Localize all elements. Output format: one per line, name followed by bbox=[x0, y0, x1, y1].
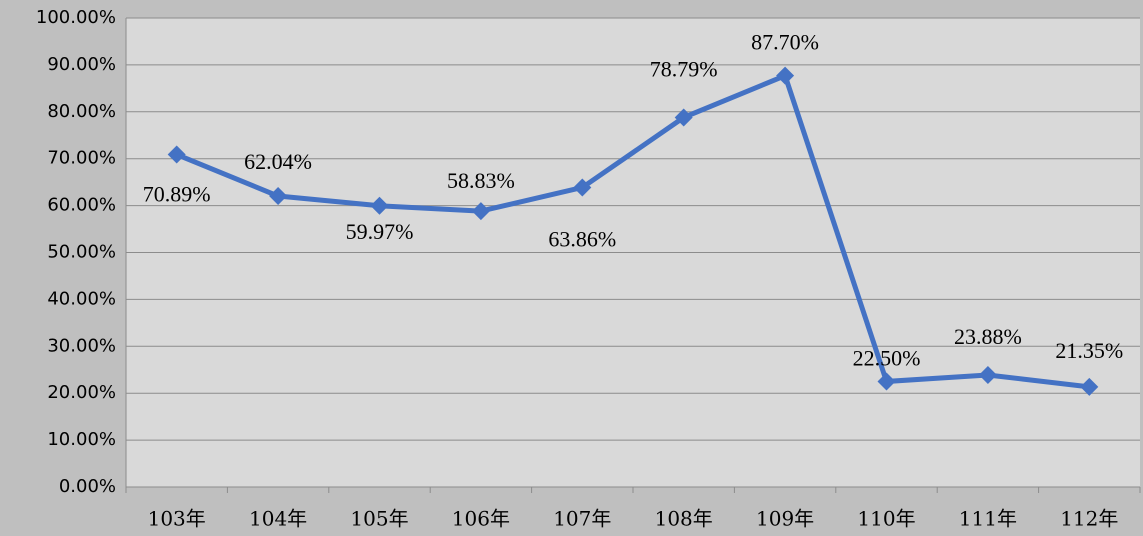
point-marker bbox=[877, 372, 896, 391]
x-tick-label: 111年 bbox=[959, 507, 1017, 531]
point-marker bbox=[978, 366, 997, 385]
series-line bbox=[175, 73, 1090, 390]
y-tick-label: 50.00% bbox=[47, 242, 116, 263]
data-label: 70.89% bbox=[143, 182, 211, 207]
point-marker bbox=[370, 196, 389, 215]
data-label: 21.35% bbox=[1055, 338, 1123, 363]
data-label: 62.04% bbox=[244, 149, 312, 174]
x-tick-label: 103年 bbox=[148, 507, 206, 531]
point-marker bbox=[573, 178, 592, 197]
data-label: 23.88% bbox=[954, 324, 1022, 349]
y-tick-label: 20.00% bbox=[47, 382, 116, 403]
y-tick-label: 0.00% bbox=[59, 476, 116, 497]
x-tick-label: 112年 bbox=[1060, 507, 1118, 531]
x-tick-label: 105年 bbox=[350, 507, 408, 531]
data-label: 58.83% bbox=[447, 168, 515, 193]
data-label: 63.86% bbox=[548, 227, 616, 252]
y-tick-label: 80.00% bbox=[47, 101, 116, 122]
y-tick-label: 40.00% bbox=[47, 288, 116, 309]
data-label: 78.79% bbox=[650, 57, 718, 82]
point-marker bbox=[776, 66, 795, 85]
y-tick-label: 60.00% bbox=[47, 195, 116, 216]
y-tick-label: 10.00% bbox=[47, 429, 116, 450]
x-tick-label: 109年 bbox=[756, 507, 814, 531]
y-tick-label: 30.00% bbox=[47, 335, 116, 356]
x-tick-label: 108年 bbox=[655, 507, 713, 531]
x-tick-label: 110年 bbox=[857, 507, 915, 531]
x-tick-label: 106年 bbox=[452, 507, 510, 531]
point-marker bbox=[269, 187, 288, 206]
y-tick-label: 90.00% bbox=[47, 54, 116, 75]
point-marker bbox=[167, 145, 186, 164]
point-marker bbox=[471, 202, 490, 221]
data-label: 87.70% bbox=[751, 30, 819, 55]
point-marker bbox=[674, 108, 693, 127]
y-tick-label: 100.00% bbox=[36, 7, 116, 28]
data-label: 59.97% bbox=[346, 219, 414, 244]
x-tick-label: 107年 bbox=[553, 507, 611, 531]
x-tick-label: 104年 bbox=[249, 507, 307, 531]
y-tick-label: 70.00% bbox=[47, 148, 116, 169]
data-label: 22.50% bbox=[853, 346, 921, 371]
point-marker bbox=[1080, 377, 1099, 396]
